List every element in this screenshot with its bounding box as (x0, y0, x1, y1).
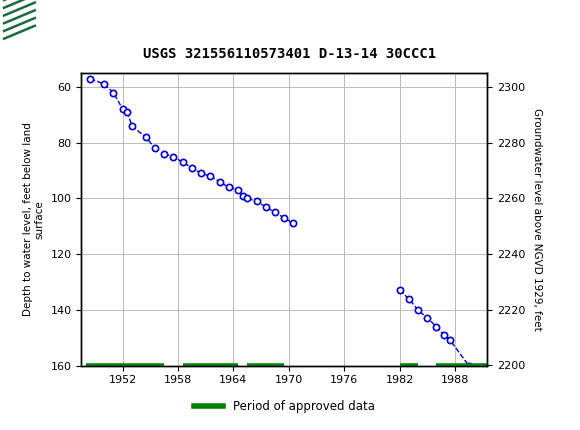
Legend: Period of approved data: Period of approved data (189, 396, 379, 418)
Text: USGS: USGS (44, 12, 99, 31)
Y-axis label: Groundwater level above NGVD 1929, feet: Groundwater level above NGVD 1929, feet (532, 108, 542, 331)
FancyBboxPatch shape (3, 3, 78, 40)
Y-axis label: Depth to water level, feet below land
surface: Depth to water level, feet below land su… (23, 123, 45, 316)
Text: USGS 321556110573401 D-13-14 30CCC1: USGS 321556110573401 D-13-14 30CCC1 (143, 47, 437, 61)
